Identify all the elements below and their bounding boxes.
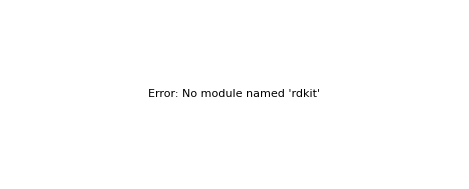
Text: Error: No module named 'rdkit': Error: No module named 'rdkit'	[148, 90, 321, 99]
